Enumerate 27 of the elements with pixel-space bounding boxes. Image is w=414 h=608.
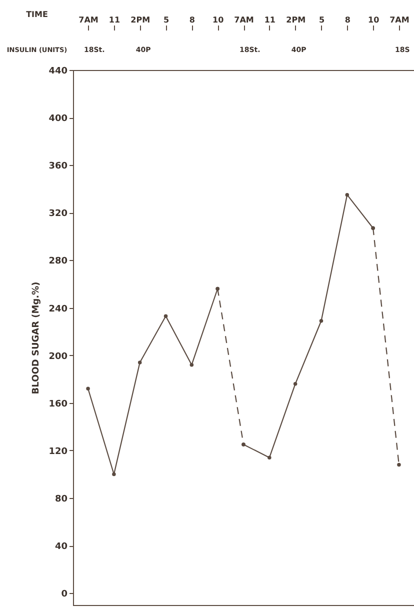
x-tick-label: 2PM (286, 16, 306, 24)
x-tick-label: 8 (189, 16, 196, 24)
y-tick-label: 440 (48, 66, 68, 76)
y-tick-label: 40 (54, 542, 68, 552)
x-tick-label: 8 (344, 16, 351, 24)
y-tick-label: 200 (48, 352, 68, 362)
y-tick-label: 280 (48, 256, 68, 267)
x-tick-label: 11 (108, 16, 120, 24)
x-tick-label: 11 (264, 16, 276, 24)
x-tick-label: 10 (368, 16, 380, 24)
y-tick-label: 160 (48, 399, 68, 410)
y-tick-label: 240 (48, 304, 68, 314)
x-tick-label: 7AM (234, 16, 254, 24)
y-tick-label: 80 (54, 494, 68, 504)
x-tick-label: 5 (318, 16, 325, 24)
y-tick-label: 0 (61, 590, 68, 600)
y-axis-title: BLOOD SUGAR (Mg.%) (32, 282, 42, 394)
x-axis-title: TIME (26, 10, 48, 19)
x-tick-label: 10 (212, 16, 224, 24)
x-tick-label: 7AM (78, 16, 98, 24)
x-tick-label: 5 (163, 16, 170, 24)
x-tick-label: 7AM (390, 16, 410, 24)
y-tick-label: 360 (48, 162, 68, 172)
x-tick-label: 2PM (130, 16, 150, 24)
y-tick-label: 120 (48, 446, 68, 457)
y-tick-label: 320 (48, 209, 68, 220)
y-tick-label: 400 (48, 114, 68, 124)
